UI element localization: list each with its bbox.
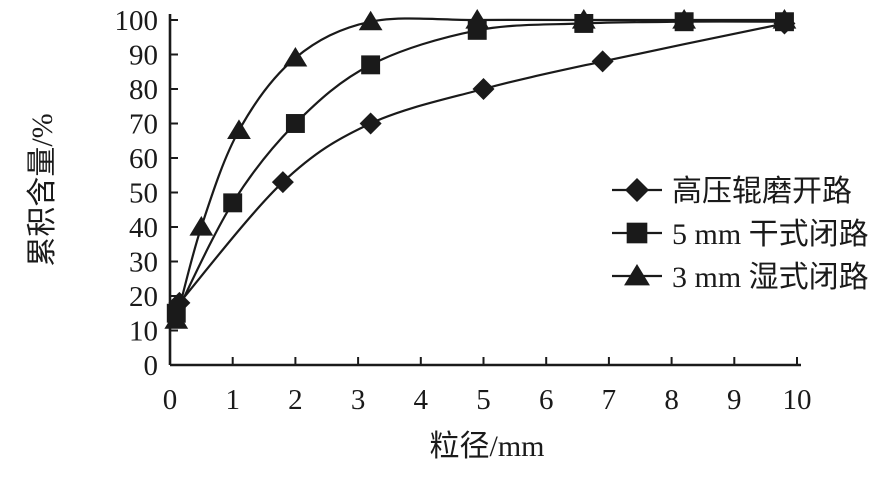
legend-label-2: 3 mm 湿式闭路 <box>672 261 869 294</box>
series-0-marker <box>472 78 495 100</box>
series-0-marker <box>359 112 382 135</box>
x-axis-tick-label: 9 <box>727 384 742 416</box>
legend-diamond-icon <box>625 178 649 202</box>
series-2-marker <box>672 9 697 29</box>
x-axis-tick-label: 4 <box>414 384 429 416</box>
y-axis-tick-label: 10 <box>129 316 158 348</box>
series-2-marker <box>772 9 797 29</box>
y-axis-tick-label: 100 <box>115 5 159 37</box>
series-2-marker <box>571 9 596 29</box>
series-2-marker <box>164 309 189 329</box>
y-axis-tick-label: 80 <box>129 74 158 106</box>
legend-triangle-icon <box>624 264 650 286</box>
x-axis-tick-label: 10 <box>783 384 812 416</box>
x-axis-tick-label: 6 <box>539 384 554 416</box>
series-2-marker <box>283 46 308 67</box>
y-axis-tick-label: 70 <box>129 109 158 141</box>
series-1-marker <box>223 193 243 213</box>
series-1-marker <box>361 55 381 75</box>
series-0-marker <box>271 171 294 194</box>
series-0-line <box>178 22 785 304</box>
y-axis-title: 累积含量/% <box>26 113 59 266</box>
legend-item-0: 高压辊磨开路 <box>612 175 852 208</box>
legend-label-1: 5 mm 干式闭路 <box>672 218 869 251</box>
series-2-marker <box>189 216 214 236</box>
x-axis-tick-label: 5 <box>476 384 491 416</box>
x-axis-tick-label: 3 <box>351 384 366 416</box>
x-axis-title: 粒径/mm <box>429 430 544 463</box>
legend-label-0: 高压辊磨开路 <box>672 175 852 208</box>
legend: 高压辊磨开路 5 mm 干式闭路 3 mm 湿式闭路 <box>612 175 869 294</box>
series-0-marker <box>591 50 614 73</box>
y-axis-tick-label: 30 <box>129 247 158 279</box>
x-axis-tick-label: 0 <box>163 384 178 416</box>
x-axis-tick-label: 1 <box>225 384 240 416</box>
y-axis-tick-label: 50 <box>129 178 158 210</box>
series-1-marker <box>285 114 305 133</box>
series-2-marker <box>227 119 251 139</box>
y-axis-tick-label: 20 <box>129 281 158 313</box>
y-axis-tick-label: 90 <box>129 40 158 72</box>
x-axis-tick-label: 7 <box>602 384 617 416</box>
legend-item-1: 5 mm 干式闭路 <box>612 218 869 251</box>
y-axis-tick-label: 60 <box>129 143 158 175</box>
y-axis-tick-label: 0 <box>144 350 159 382</box>
series-2-marker <box>358 10 383 31</box>
series-curves <box>164 9 797 329</box>
legend-square-icon <box>626 222 648 244</box>
legend-item-2: 3 mm 湿式闭路 <box>612 261 869 294</box>
x-axis-tick-label: 2 <box>288 384 303 416</box>
y-axis-tick-label: 40 <box>129 212 158 244</box>
series-2-marker <box>465 9 490 29</box>
x-axis-tick-label: 8 <box>664 384 679 416</box>
